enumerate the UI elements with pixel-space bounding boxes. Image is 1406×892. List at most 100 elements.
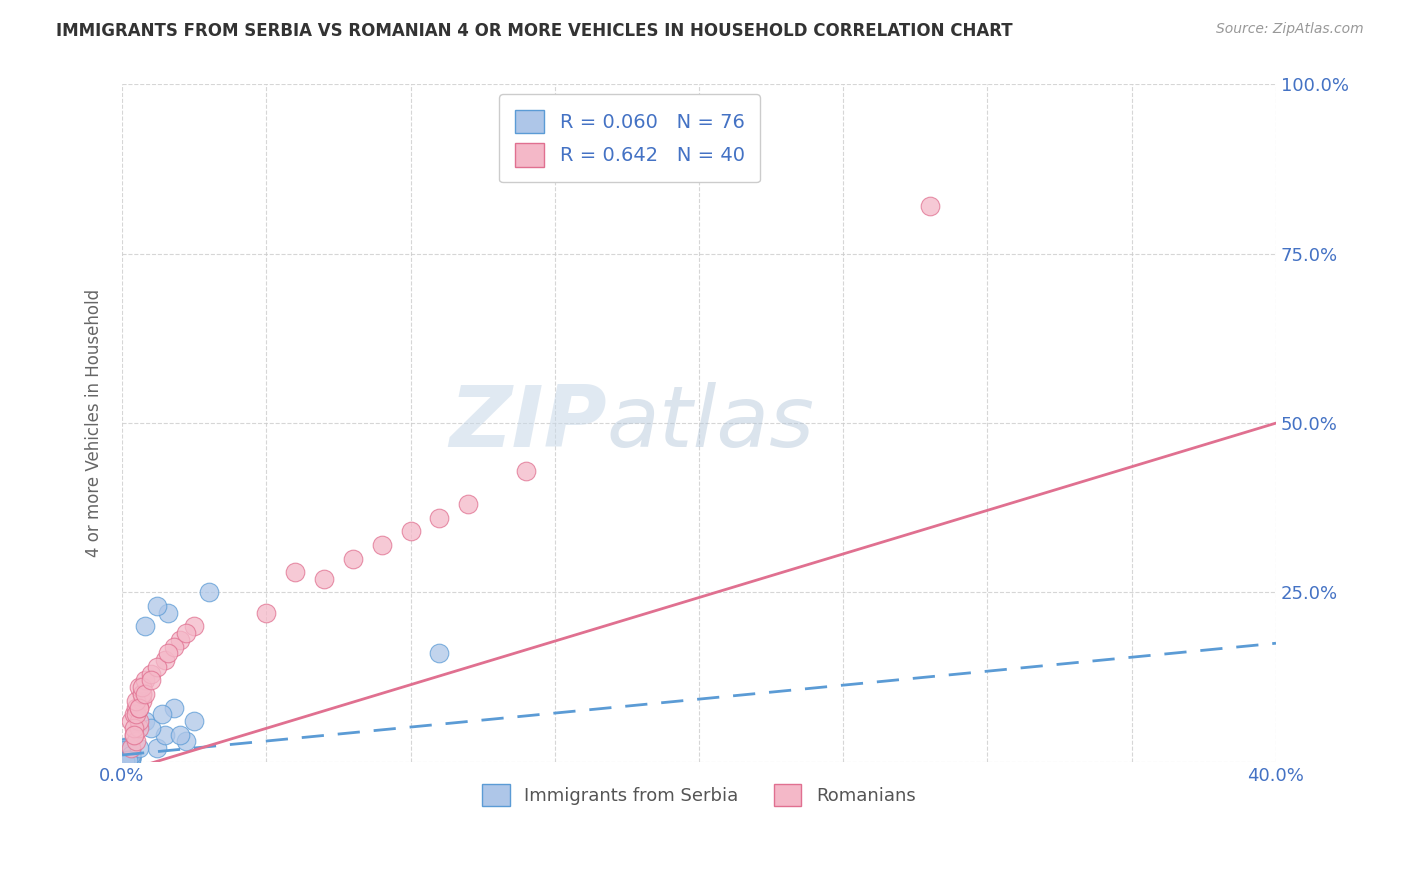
- Point: [114, 747, 136, 761]
- Point: [427, 647, 450, 661]
- Point: [117, 752, 139, 766]
- Point: [120, 750, 142, 764]
- Point: [114, 743, 136, 757]
- Point: [128, 700, 150, 714]
- Point: [117, 747, 139, 762]
- Point: [120, 745, 142, 759]
- Point: [117, 746, 139, 760]
- Point: [114, 746, 136, 760]
- Point: [117, 751, 139, 765]
- Point: [174, 734, 197, 748]
- Point: [117, 747, 139, 761]
- Point: [120, 741, 142, 756]
- Point: [114, 740, 136, 755]
- Point: [117, 753, 139, 767]
- Point: [114, 741, 136, 756]
- Point: [117, 753, 139, 767]
- Point: [114, 751, 136, 765]
- Point: [163, 700, 186, 714]
- Point: [122, 721, 145, 735]
- Point: [117, 749, 139, 764]
- Point: [128, 714, 150, 728]
- Point: [174, 626, 197, 640]
- Point: [117, 748, 139, 763]
- Point: [139, 666, 162, 681]
- Point: [515, 463, 537, 477]
- Legend: Immigrants from Serbia, Romanians: Immigrants from Serbia, Romanians: [475, 777, 922, 814]
- Point: [120, 743, 142, 757]
- Point: [131, 680, 153, 694]
- Point: [117, 747, 139, 762]
- Point: [145, 741, 167, 756]
- Point: [125, 734, 148, 748]
- Point: [139, 721, 162, 735]
- Point: [122, 728, 145, 742]
- Point: [155, 728, 177, 742]
- Point: [145, 599, 167, 613]
- Point: [370, 538, 392, 552]
- Point: [114, 751, 136, 765]
- Point: [134, 619, 156, 633]
- Point: [139, 673, 162, 688]
- Point: [145, 660, 167, 674]
- Point: [114, 750, 136, 764]
- Point: [117, 750, 139, 764]
- Point: [120, 747, 142, 762]
- Text: atlas: atlas: [607, 382, 814, 465]
- Point: [117, 746, 139, 760]
- Point: [125, 707, 148, 722]
- Point: [312, 572, 335, 586]
- Point: [125, 694, 148, 708]
- Point: [128, 700, 150, 714]
- Point: [918, 199, 941, 213]
- Point: [120, 747, 142, 762]
- Point: [114, 744, 136, 758]
- Point: [120, 714, 142, 728]
- Point: [117, 749, 139, 764]
- Point: [131, 687, 153, 701]
- Point: [122, 707, 145, 722]
- Point: [427, 511, 450, 525]
- Point: [131, 687, 153, 701]
- Point: [114, 741, 136, 756]
- Point: [117, 752, 139, 766]
- Point: [114, 754, 136, 768]
- Point: [114, 745, 136, 759]
- Point: [131, 694, 153, 708]
- Point: [114, 742, 136, 756]
- Point: [128, 680, 150, 694]
- Point: [117, 747, 139, 762]
- Point: [117, 748, 139, 763]
- Point: [114, 744, 136, 758]
- Point: [157, 647, 180, 661]
- Point: [157, 606, 180, 620]
- Point: [114, 744, 136, 758]
- Point: [120, 742, 142, 756]
- Point: [134, 687, 156, 701]
- Point: [120, 750, 142, 764]
- Point: [120, 747, 142, 762]
- Point: [120, 753, 142, 767]
- Point: [117, 753, 139, 767]
- Text: ZIP: ZIP: [449, 382, 607, 465]
- Point: [254, 606, 277, 620]
- Point: [114, 753, 136, 767]
- Point: [457, 497, 479, 511]
- Point: [117, 747, 139, 761]
- Point: [117, 749, 139, 764]
- Point: [125, 700, 148, 714]
- Point: [114, 752, 136, 766]
- Point: [117, 750, 139, 764]
- Point: [114, 745, 136, 759]
- Point: [114, 742, 136, 756]
- Point: [284, 565, 307, 579]
- Point: [114, 742, 136, 756]
- Point: [114, 739, 136, 754]
- Point: [163, 640, 186, 654]
- Point: [128, 741, 150, 756]
- Point: [117, 753, 139, 767]
- Point: [120, 741, 142, 756]
- Point: [122, 728, 145, 742]
- Point: [342, 551, 364, 566]
- Point: [183, 619, 205, 633]
